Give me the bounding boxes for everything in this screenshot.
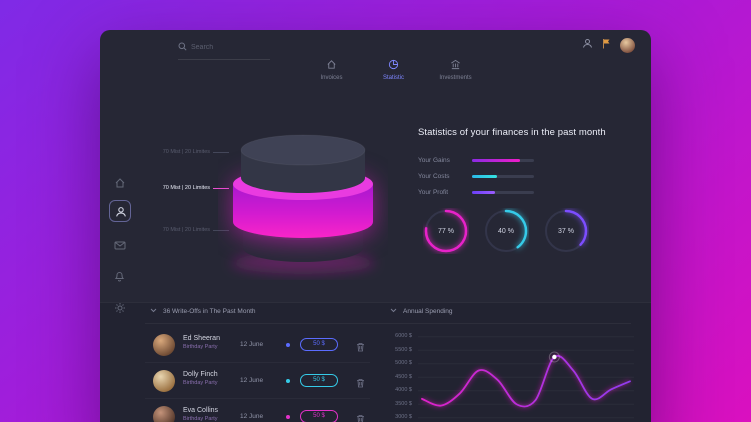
bar-fill <box>472 175 497 179</box>
bar-label: Your Profit <box>418 189 449 197</box>
sidebar-item-home[interactable] <box>114 176 126 194</box>
payee-category: Birthday Party <box>183 344 218 350</box>
stat-bar-costs: Your Costs <box>418 168 638 181</box>
payee-name: Ed Sheeran <box>183 335 220 342</box>
search-input[interactable] <box>178 38 270 60</box>
bottom-panel <box>100 302 651 422</box>
tab-investments[interactable]: Investments <box>432 59 480 81</box>
writeoff-date: 12 June <box>240 341 264 348</box>
cylinder-label-middle[interactable]: 70 Mist | 20 Limites <box>162 185 210 191</box>
tab-label: Statistic <box>382 75 404 81</box>
y-axis-label: 6000 $ <box>395 333 412 339</box>
amount-button[interactable]: 50 $ <box>300 338 338 351</box>
avatar[interactable] <box>620 37 635 53</box>
writeoff-row: Ed Sheeran Birthday Party 12 June 50 $ <box>145 327 370 363</box>
gains-ring: 77 % <box>423 208 469 254</box>
amount-button[interactable]: 50 $ <box>300 410 338 422</box>
ring-percentage: 77 % <box>438 227 454 235</box>
cylinder-label-bottom[interactable]: 70 Mist | 20 Limites <box>162 227 210 233</box>
highlight-halo <box>548 351 560 363</box>
tab-invoices[interactable]: Invoices <box>308 59 356 81</box>
pointer-line <box>213 188 229 189</box>
search-field[interactable] <box>191 43 270 51</box>
writeoff-row: Eva Collins Birthday Party 12 June 50 $ <box>145 399 370 422</box>
stat-bar-gains: Your Gains <box>418 152 638 165</box>
search-icon <box>178 38 187 56</box>
payee: Dolly Finch Birthday Party <box>183 371 218 386</box>
avatar <box>153 370 175 392</box>
stats-title: Statistics of your finances in the past … <box>418 127 606 138</box>
pointer-line <box>213 152 229 153</box>
bar-track <box>472 159 534 163</box>
trash-button[interactable] <box>356 340 365 355</box>
payee-name: Dolly Finch <box>183 371 218 378</box>
trash-button[interactable] <box>356 376 365 391</box>
cylinder-illustration <box>231 134 375 274</box>
pointer-line <box>213 230 229 231</box>
bar-fill <box>472 191 495 195</box>
main-tabs: Invoices Statistic Investments <box>100 59 651 81</box>
payee-category: Birthday Party <box>183 416 218 422</box>
ring-percentage: 37 % <box>558 227 574 235</box>
bar-label: Your Costs <box>418 173 450 181</box>
tab-label: Investments <box>439 75 472 81</box>
pie-chart-icon <box>388 59 399 72</box>
avatar <box>153 406 175 422</box>
y-axis-label: 5500 $ <box>395 346 412 353</box>
highlight-dot[interactable] <box>552 354 557 360</box>
sidebar-item-settings[interactable] <box>114 301 126 319</box>
sidebar-item-messages[interactable] <box>114 237 126 255</box>
y-axis-labels: 6000 $ 5500 $ 5000 $ 4500 $ 4000 $ 3500 $ 3000… <box>384 330 412 422</box>
chevron-down-icon <box>390 308 397 315</box>
y-axis-label: 3000 $ <box>395 414 412 420</box>
writeoffs-header[interactable]: 36 Write-Offs in The Past Month <box>150 308 256 315</box>
payee-category: Birthday Party <box>183 380 218 386</box>
bank-icon <box>450 59 461 72</box>
spending-title: Annual Spending <box>403 308 453 315</box>
cylinder-label-top[interactable]: 70 Mist | 20 Limites <box>162 149 210 155</box>
profit-ring: 37 % <box>543 208 589 254</box>
spending-chart <box>418 336 634 419</box>
y-axis-label: 4500 $ <box>395 373 412 380</box>
avatar <box>153 334 175 356</box>
tab-statistic[interactable]: Statistic <box>370 59 418 81</box>
app-window: Invoices Statistic Investments <box>100 30 651 422</box>
bar-label: Your Gains <box>418 157 450 165</box>
home-icon <box>326 59 337 72</box>
flag-icon[interactable] <box>602 36 611 54</box>
writeoff-row: Dolly Finch Birthday Party 12 June 50 $ <box>145 363 370 399</box>
payee: Ed Sheeran Birthday Party <box>183 335 220 350</box>
payee-name: Eva Collins <box>183 407 219 414</box>
y-axis-label: 4000 $ <box>395 387 412 393</box>
y-axis-label: 5000 $ <box>395 360 412 366</box>
y-axis-label: 3500 $ <box>395 400 412 407</box>
writeoff-date: 12 June <box>240 413 264 420</box>
tab-label: Invoices <box>320 75 343 81</box>
category-dot <box>286 379 290 383</box>
sidebar-item-notifications[interactable] <box>114 269 125 287</box>
costs-ring: 40 % <box>483 208 529 254</box>
writeoffs-title: 36 Write-Offs in The Past Month <box>163 308 256 315</box>
user-icon[interactable] <box>582 36 593 54</box>
topbar-actions <box>582 36 635 54</box>
sidebar-item-profile[interactable] <box>115 205 127 223</box>
ring-percentage: 40 % <box>498 227 514 235</box>
payee: Eva Collins Birthday Party <box>183 407 218 422</box>
trash-button[interactable] <box>356 412 365 422</box>
stat-bar-profit: Your Profit <box>418 184 638 197</box>
divider <box>145 323 631 324</box>
gridlines <box>418 336 634 419</box>
spending-header[interactable]: Annual Spending <box>390 308 453 315</box>
bar-track <box>472 191 534 195</box>
bar-fill <box>472 159 520 163</box>
category-dot <box>286 415 290 419</box>
ring-charts: 77 % 40 % 37 % <box>423 208 589 254</box>
sidebar-active-indicator <box>109 200 131 222</box>
bar-track <box>472 175 534 179</box>
chevron-down-icon <box>150 308 157 315</box>
writeoff-date: 12 June <box>240 377 264 384</box>
amount-button[interactable]: 50 $ <box>300 374 338 387</box>
category-dot <box>286 343 290 347</box>
